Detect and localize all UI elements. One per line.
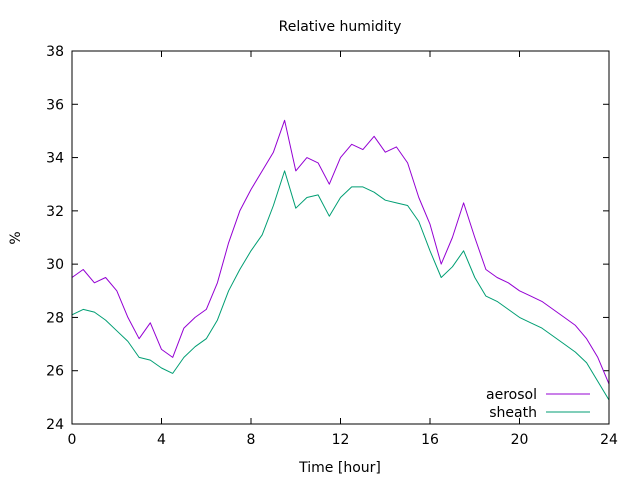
x-tick-label: 12 — [332, 432, 350, 448]
x-tick-label: 16 — [421, 432, 439, 448]
y-tick-label: 24 — [46, 417, 64, 433]
y-tick-label: 28 — [46, 310, 64, 326]
x-axis-label: Time [hour] — [298, 460, 381, 476]
plot-frame — [71, 50, 610, 425]
y-tick-label: 34 — [46, 151, 64, 167]
y-tick-label: 38 — [46, 44, 64, 60]
chart-title: Relative humidity — [279, 19, 402, 35]
legend-label-aerosol: aerosol — [486, 387, 537, 403]
x-tick-label: 8 — [247, 432, 256, 448]
series-line-sheath — [71, 170, 610, 401]
y-axis-label: % — [8, 231, 24, 244]
x-tick-label: 4 — [157, 432, 166, 448]
x-tick-label: 0 — [68, 432, 77, 448]
y-tick-label: 32 — [46, 204, 64, 220]
x-tick-label: 20 — [511, 432, 529, 448]
y-tick-label: 36 — [46, 97, 64, 113]
y-tick-label: 30 — [46, 257, 64, 273]
x-tick-label: 24 — [600, 432, 618, 448]
legend-label-sheath: sheath — [489, 405, 537, 421]
series-line-aerosol — [71, 119, 610, 385]
y-tick-label: 26 — [46, 364, 64, 380]
legend: aerosol sheath — [486, 387, 590, 421]
series-group — [71, 119, 610, 401]
